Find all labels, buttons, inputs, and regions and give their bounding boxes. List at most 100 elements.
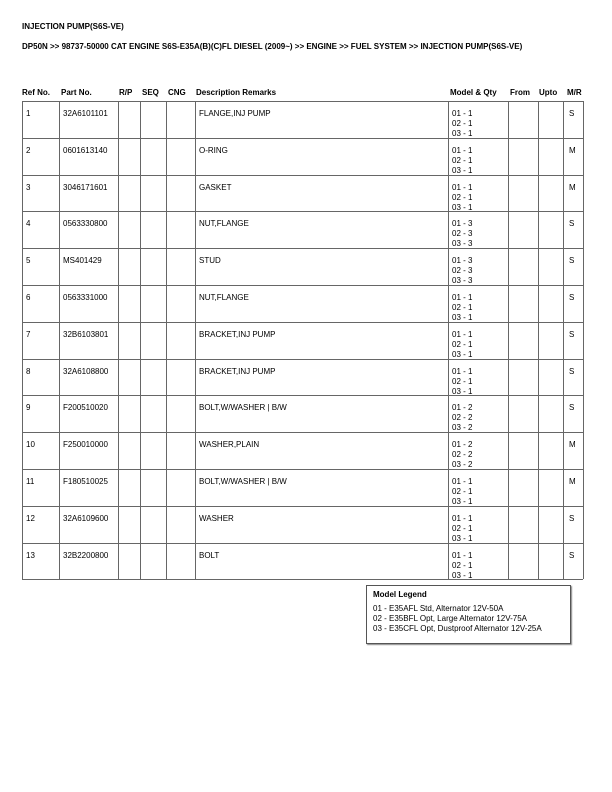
- column-rule: [508, 101, 509, 580]
- model-qty: 01 - 3: [452, 256, 473, 266]
- page-title: INJECTION PUMP(S6S-VE): [22, 22, 124, 31]
- mr: M: [569, 182, 576, 192]
- model-qty: 02 - 1: [452, 376, 473, 386]
- part-no: 32A6109600: [63, 513, 109, 523]
- column-header: Part No.: [61, 88, 92, 97]
- ref-no: 2: [26, 145, 31, 155]
- model-qty: 02 - 1: [452, 487, 473, 496]
- legend-title: Model Legend: [373, 590, 427, 599]
- mr: M: [569, 145, 576, 155]
- description: WASHER,PLAIN: [199, 440, 260, 450]
- part-no: 32A6108800: [63, 366, 109, 376]
- model-qty: 02 - 3: [452, 266, 473, 276]
- ref-no: 10: [26, 440, 35, 450]
- mr: S: [569, 550, 575, 560]
- ref-no: 3: [26, 182, 31, 192]
- description: BOLT,W/WASHER | B/W: [199, 403, 287, 413]
- column-rule: [563, 101, 564, 580]
- legend-item: 03 - E35CFL Opt, Dustproof Alternator 12…: [373, 624, 542, 633]
- model-qty: 02 - 1: [452, 523, 473, 533]
- ref-no: 4: [26, 219, 31, 229]
- row-rule: [22, 505, 583, 507]
- description: BRACKET,INJ PUMP: [199, 329, 276, 339]
- row-rule: [22, 395, 583, 397]
- mr: S: [569, 366, 575, 376]
- ref-no: 8: [26, 366, 31, 376]
- legend-item: 02 - E35BFL Opt, Large Alternator 12V-75…: [373, 614, 528, 623]
- model-qty: 01 - 1: [452, 329, 473, 339]
- model-qty: 03 - 3: [452, 239, 473, 249]
- part-no: F180510025: [63, 477, 108, 486]
- row-rule: [22, 285, 583, 286]
- model-qty: 03 - 1: [452, 533, 473, 543]
- column-rule: [166, 101, 167, 580]
- part-no: 0601613140: [63, 145, 108, 155]
- row-rule: [22, 469, 583, 470]
- column-rule: [538, 101, 539, 580]
- model-qty: 01 - 2: [452, 440, 473, 450]
- mr: M: [569, 440, 576, 450]
- description: NUT,FLANGE: [199, 293, 249, 302]
- ref-no: 5: [26, 256, 31, 266]
- model-qty: 03 - 1: [452, 497, 473, 506]
- ref-no: 11: [26, 477, 35, 486]
- mr: S: [569, 329, 575, 339]
- model-qty: 01 - 1: [452, 550, 473, 560]
- ref-no: 12: [26, 513, 35, 523]
- column-rule: [22, 101, 23, 580]
- part-no: 32B6103801: [63, 329, 109, 339]
- ref-no: 13: [26, 550, 35, 560]
- column-header: Model & Qty: [450, 88, 497, 97]
- model-qty: 02 - 1: [452, 119, 473, 128]
- model-qty: 02 - 1: [452, 192, 473, 202]
- row-rule: [22, 137, 583, 139]
- column-header: CNG: [168, 88, 186, 97]
- model-qty: 01 - 3: [452, 219, 473, 229]
- model-qty: 03 - 1: [452, 570, 473, 580]
- description: WASHER: [199, 513, 234, 523]
- model-qty: 03 - 1: [452, 313, 473, 322]
- part-no: 0563331000: [63, 293, 108, 302]
- part-no: F200510020: [63, 403, 108, 413]
- mr: S: [569, 219, 575, 229]
- column-header: From: [510, 88, 530, 97]
- description: BOLT,W/WASHER | B/W: [199, 477, 287, 486]
- model-qty: 01 - 1: [452, 182, 473, 192]
- description: BOLT: [199, 550, 220, 560]
- ref-no: 6: [26, 293, 31, 302]
- model-qty: 03 - 1: [452, 165, 473, 175]
- model-qty: 03 - 2: [452, 460, 473, 470]
- column-header: R/P: [119, 88, 133, 97]
- mr: S: [569, 109, 575, 118]
- row-rule: [22, 432, 583, 434]
- column-rule: [59, 101, 60, 580]
- breadcrumb: DP50N >> 98737-50000 CAT ENGINE S6S-E35A…: [22, 42, 523, 51]
- part-no: 32A6101101: [63, 109, 108, 118]
- model-qty: 01 - 1: [452, 477, 473, 486]
- model-qty: 02 - 2: [452, 413, 473, 423]
- row-rule: [22, 321, 583, 323]
- description: NUT,FLANGE: [199, 219, 249, 229]
- model-qty: 03 - 1: [452, 386, 473, 396]
- column-header: Description Remarks: [196, 88, 277, 97]
- model-qty: 03 - 3: [452, 276, 473, 286]
- part-no: 0563330800: [63, 219, 108, 229]
- mr: S: [569, 293, 575, 302]
- ref-no: 7: [26, 329, 31, 339]
- model-qty: 02 - 1: [452, 303, 473, 312]
- description: GASKET: [199, 182, 232, 192]
- row-rule: [22, 211, 583, 213]
- part-no: 32B2200800: [63, 550, 109, 560]
- table-rule: [22, 101, 583, 102]
- column-rule: [140, 101, 141, 580]
- column-rule: [448, 101, 449, 580]
- column-header: Upto: [539, 88, 558, 97]
- model-qty: 03 - 1: [452, 349, 473, 359]
- model-qty: 02 - 1: [452, 560, 473, 570]
- model-qty: 01 - 1: [452, 513, 473, 523]
- model-legend: Model Legend 01 - E35AFL Std, Alternator…: [366, 585, 571, 644]
- model-qty: 02 - 3: [452, 229, 473, 239]
- row-rule: [22, 542, 583, 544]
- mr: S: [569, 513, 575, 523]
